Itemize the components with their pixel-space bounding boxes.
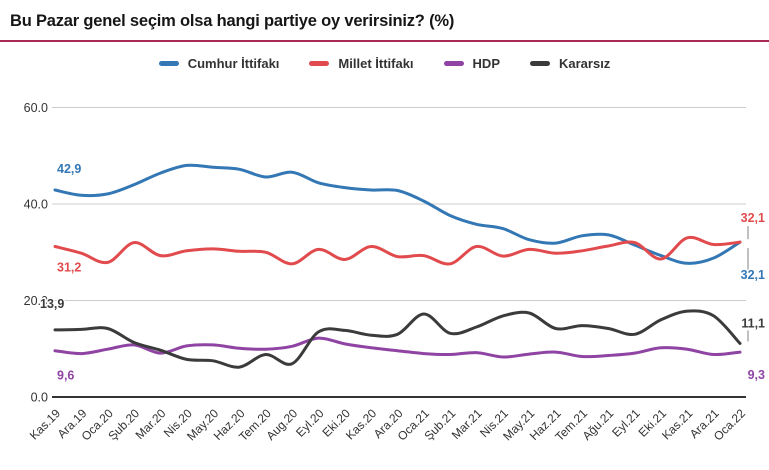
title-divider (0, 39, 769, 42)
line-kararsiz (53, 308, 742, 369)
end-value-kararsiz: 11,1 (741, 316, 765, 330)
end-value-millet: 32,1 (741, 211, 765, 225)
poll-line-chart: 0.0 20.0 40.0 60.0 Kas.19Ara.19Oca.20Şub.20M… (24, 101, 767, 444)
legend-item-millet: Millet İttifakı (309, 55, 414, 71)
x-axis-labels: Kas.19Ara.19Oca.20Şub.20Mar.20Nis.20May.… (27, 406, 749, 444)
start-value-cumhur: 42,9 (57, 162, 81, 176)
line-hdp (53, 336, 742, 359)
y-tick-label: 0.0 (31, 390, 48, 404)
legend-label-hdp: HDP (472, 55, 500, 71)
x-tick-label: Kas.20 (343, 406, 380, 443)
x-tick-label: Mar.20 (133, 406, 169, 442)
start-value-millet: 31,2 (57, 260, 81, 274)
y-axis-labels: 0.0 20.0 40.0 60.0 (24, 101, 48, 405)
gridlines (52, 106, 746, 398)
value-annotations: 42,9 32,1 31,2 32,1 9,6 9,3 13,9 11,1 (39, 160, 767, 384)
line-millet (53, 235, 742, 266)
y-tick-label: 40.0 (24, 197, 48, 211)
legend-swatch-kararsiz (530, 60, 550, 66)
y-tick-label: 20.0 (24, 294, 48, 308)
x-tick-label: Mar.21 (449, 406, 485, 442)
x-tick-label: Kas.21 (659, 406, 696, 443)
y-tick-label: 60.0 (24, 101, 48, 115)
chart-legend: Cumhur İttifakı Millet İttifakı HDP Kara… (0, 42, 769, 85)
end-value-hdp: 9,3 (748, 368, 765, 382)
start-value-hdp: 9,6 (57, 368, 74, 382)
x-tick-label: Eyl.21 (609, 406, 643, 440)
legend-label-kararsiz: Kararsız (559, 55, 611, 71)
x-tick-label: Eyl.20 (293, 406, 327, 440)
legend-label-cumhur: Cumhur İttifakı (187, 55, 280, 71)
series-lines (53, 163, 742, 369)
legend-swatch-hdp (443, 60, 464, 66)
legend-swatch-cumhur (158, 60, 179, 66)
legend-label-millet: Millet İttifakı (338, 55, 414, 71)
legend-swatch-millet (309, 60, 330, 66)
end-value-cumhur: 32,1 (741, 268, 765, 282)
chart-title: Bu Pazar genel seçim olsa hangi partiye … (10, 12, 455, 30)
line-cumhur (53, 163, 742, 265)
start-value-kararsiz: 13,9 (40, 297, 64, 311)
x-tick-label: Kas.19 (27, 406, 64, 443)
legend-item-cumhur: Cumhur İttifakı (158, 55, 280, 71)
legend-item-kararsiz: Kararsız (530, 56, 610, 71)
legend-item-hdp: HDP (443, 55, 500, 71)
